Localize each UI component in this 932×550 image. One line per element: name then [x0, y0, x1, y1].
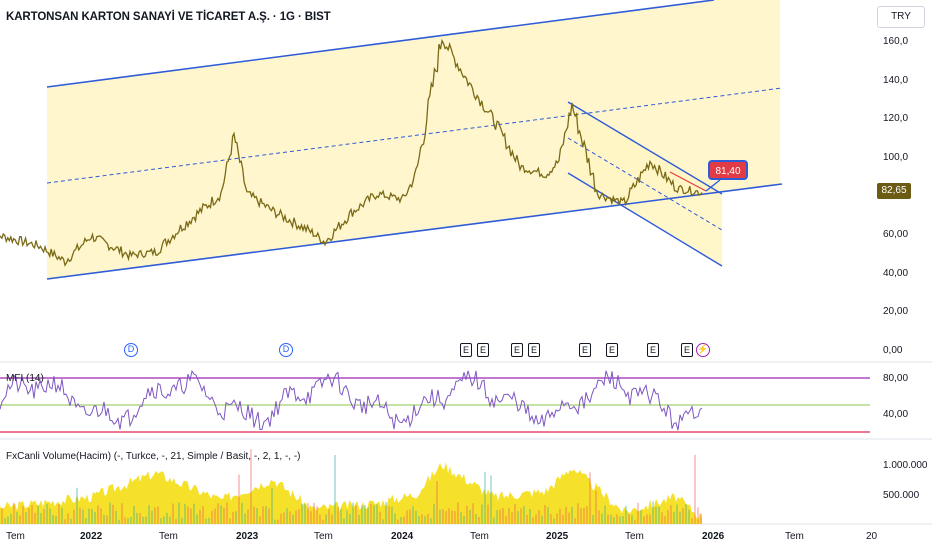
- price-tick: 160,0: [883, 36, 909, 47]
- time-tick: 2023: [236, 531, 259, 542]
- time-tick: 20: [866, 531, 878, 542]
- channel-mid-line: [46, 87, 783, 184]
- earnings-marker[interactable]: E: [579, 343, 591, 357]
- time-tick: Tem: [6, 531, 25, 542]
- descending-channel-fill: [568, 102, 722, 266]
- volume-label[interactable]: FxCanli Volume(Hacim) (-, Turkce, -, 21,…: [6, 451, 301, 462]
- earnings-marker[interactable]: E: [528, 343, 540, 357]
- price-tick: 40,00: [883, 268, 909, 279]
- price-tick: 100,0: [883, 152, 909, 163]
- channel-lower-line: [46, 183, 783, 280]
- time-tick: Tem: [314, 531, 333, 542]
- dividend-marker[interactable]: D: [124, 343, 138, 357]
- time-tick: 2024: [391, 531, 414, 542]
- descending-upper-line: [567, 101, 723, 195]
- mfi-line: [0, 369, 703, 431]
- earnings-marker[interactable]: E: [647, 343, 659, 357]
- price-tick: 140,0: [883, 75, 909, 86]
- mfi-tick: 80,00: [883, 373, 909, 384]
- price-callout[interactable]: 81,40: [708, 160, 748, 180]
- time-tick: Tem: [470, 531, 489, 542]
- volume-tick: 500.000: [883, 490, 920, 501]
- mfi-tick: 40,00: [883, 409, 909, 420]
- price-tick: 60,00: [883, 229, 909, 240]
- mfi-label[interactable]: MFI (14): [6, 373, 44, 384]
- channel-fill: [47, 0, 780, 279]
- time-tick: 2022: [80, 531, 103, 542]
- last-price-badge: 82,65: [877, 183, 911, 199]
- lightning-icon[interactable]: ⚡: [696, 343, 710, 357]
- callout-pointer: [705, 179, 721, 192]
- channel-upper-line: [46, 0, 715, 88]
- price-line: [0, 38, 703, 267]
- red-trend-line: [669, 171, 707, 192]
- time-tick: Tem: [625, 531, 644, 542]
- earnings-marker[interactable]: E: [460, 343, 472, 357]
- price-tick: 120,0: [883, 113, 909, 124]
- price-tick: 0,00: [883, 345, 903, 356]
- time-tick: 2025: [546, 531, 569, 542]
- currency-selector[interactable]: TRY: [877, 6, 925, 28]
- earnings-marker[interactable]: E: [681, 343, 693, 357]
- time-tick: 2026: [702, 531, 725, 542]
- time-tick: Tem: [785, 531, 804, 542]
- earnings-marker[interactable]: E: [477, 343, 489, 357]
- volume-tick: 1.000.000: [883, 460, 928, 471]
- time-tick: Tem: [159, 531, 178, 542]
- price-tick: 20,00: [883, 306, 909, 317]
- descending-lower-line: [567, 172, 723, 267]
- chart-title: KARTONSAN KARTON SANAYİ VE TİCARET A.Ş. …: [6, 11, 331, 23]
- volume-area: [0, 462, 702, 524]
- earnings-marker[interactable]: E: [511, 343, 523, 357]
- dividend-marker[interactable]: D: [279, 343, 293, 357]
- earnings-marker[interactable]: E: [606, 343, 618, 357]
- descending-mid-line: [567, 137, 723, 231]
